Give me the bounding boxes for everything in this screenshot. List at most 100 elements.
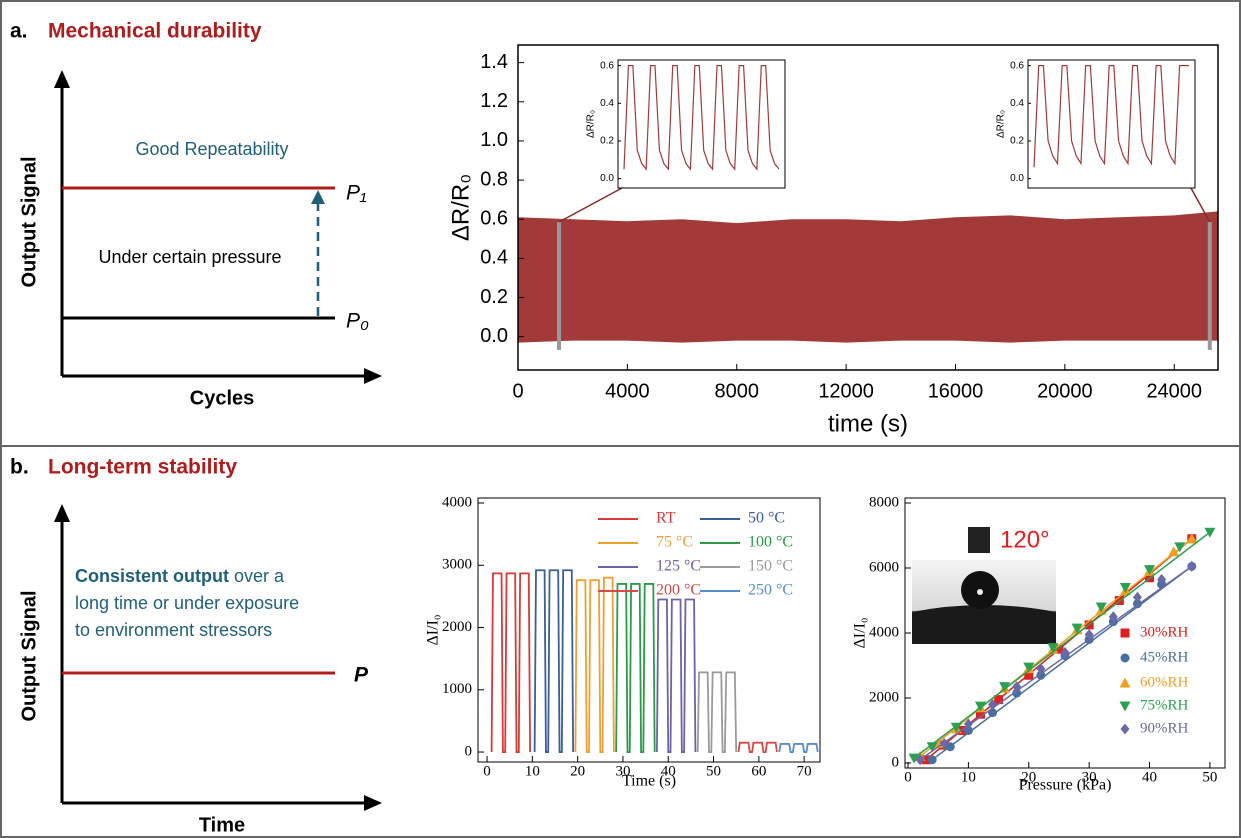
inset-background <box>1028 60 1195 188</box>
marker <box>1060 646 1070 658</box>
x-tick-label: 20000 <box>1037 380 1093 402</box>
x-tick-label: 70 <box>797 763 812 779</box>
legend-label: 75%RH <box>1140 697 1189 713</box>
x-tick-label: 8000 <box>715 380 760 402</box>
inset-background <box>618 60 785 188</box>
y-axis-label: ΔI/I₀ <box>425 615 442 646</box>
schematic-a <box>54 70 382 384</box>
legend-label: 45%RH <box>1140 649 1189 665</box>
marker <box>1054 644 1064 654</box>
y-tick-label: 0.0 <box>480 325 508 347</box>
legend-label: 100 °C <box>748 534 793 551</box>
y-tick-label: 0.2 <box>600 136 614 147</box>
marker <box>1204 527 1216 538</box>
note: Good Repeatability <box>135 139 288 159</box>
y-tick-label: 0 <box>892 754 900 770</box>
droplet-photo <box>912 527 1056 644</box>
marker <box>1132 591 1142 603</box>
x-tick-label: 0 <box>904 769 912 785</box>
y-tick-label: 0.2 <box>1010 136 1024 147</box>
panel-label: b. <box>10 456 29 479</box>
schematic-b <box>54 504 382 811</box>
x-tick-label: 40 <box>1142 769 1157 785</box>
marker <box>939 737 949 749</box>
level-label: P₀ <box>346 310 369 333</box>
legend-label: 150 °C <box>748 558 793 575</box>
marker <box>945 742 955 752</box>
note-bold: Consistent output <box>75 566 229 586</box>
y-tick-label: 0.0 <box>1010 173 1024 184</box>
panel-label: a. <box>10 20 28 43</box>
legend-label: 50 °C <box>748 510 785 527</box>
y-tick-label: 1.4 <box>480 51 508 73</box>
marker <box>1144 565 1156 576</box>
series-line <box>490 572 531 753</box>
y-tick-label: 0 <box>465 743 473 759</box>
y-tick-label: 0.6 <box>1010 60 1024 71</box>
x-axis-label: Pressure (kPa) <box>1019 777 1112 794</box>
marker <box>974 701 986 712</box>
legend-label: 90%RH <box>1140 720 1189 736</box>
connector <box>558 187 623 223</box>
annotation: 120° <box>1000 526 1050 553</box>
marker <box>1024 670 1034 680</box>
y-tick-label: 8000 <box>869 494 899 510</box>
y-tick-label: 3000 <box>442 557 472 573</box>
highlight <box>557 222 562 350</box>
legend-label: 60%RH <box>1140 674 1189 690</box>
y-tick-label: 0.0 <box>600 173 614 184</box>
y-axis-label: ΔI/I₀ <box>852 618 869 649</box>
y-axis-label: ΔR/R₀ <box>586 110 597 138</box>
x-tick-label: 24000 <box>1146 380 1202 402</box>
axis-label: Output Signal <box>18 590 40 721</box>
level-label: P₁ <box>346 182 367 205</box>
marker <box>1047 643 1059 654</box>
marker <box>1186 533 1198 544</box>
x-tick-label: 60 <box>751 763 766 779</box>
y-tick-label: 0.6 <box>480 208 508 230</box>
series-line <box>615 583 656 753</box>
marker <box>1174 542 1186 553</box>
plot-frame <box>517 44 1219 371</box>
x-axis-label: Time (s) <box>622 773 676 790</box>
y-tick-label: 0.4 <box>1010 98 1024 109</box>
connector <box>1190 187 1211 223</box>
signal-band <box>518 211 1218 343</box>
marker <box>950 722 962 733</box>
axis-label: Cycles <box>190 387 255 409</box>
marker <box>1071 623 1083 634</box>
legend-label: 250 °C <box>748 582 793 599</box>
marker <box>1036 663 1046 675</box>
legend-marker <box>1120 653 1130 663</box>
marker <box>915 754 925 766</box>
marker <box>926 742 938 753</box>
marker <box>1119 583 1131 594</box>
y-tick-label: 0.4 <box>600 98 614 109</box>
note-line: to environment stressors <box>75 620 272 640</box>
y-tick-label: 0.8 <box>480 168 508 190</box>
series-line <box>737 741 778 753</box>
x-tick-label: 40 <box>661 763 676 779</box>
marker <box>1012 688 1022 698</box>
note-line: long time or under exposure <box>75 593 299 613</box>
marker <box>975 709 985 719</box>
trend-line <box>919 565 1193 761</box>
y-axis-label: ΔR/R₀ <box>447 174 474 241</box>
axis-label: Output Signal <box>18 156 40 287</box>
y-tick-label: 2000 <box>442 619 472 635</box>
legend-label: 75 °C <box>656 534 693 551</box>
y-tick-label: 1.0 <box>480 129 508 151</box>
legend-label: 30%RH <box>1140 624 1189 640</box>
series-line <box>656 598 697 753</box>
marker <box>963 718 973 730</box>
x-tick-label: 4000 <box>605 380 650 402</box>
y-tick-label: 1000 <box>442 681 472 697</box>
legend-marker <box>1119 701 1131 712</box>
x-tick-label: 0 <box>512 380 523 402</box>
legend-label: 125 °C <box>656 558 701 575</box>
y-tick-label: 2000 <box>869 689 899 705</box>
y-axis-label: ΔR/R₀ <box>996 110 1007 138</box>
